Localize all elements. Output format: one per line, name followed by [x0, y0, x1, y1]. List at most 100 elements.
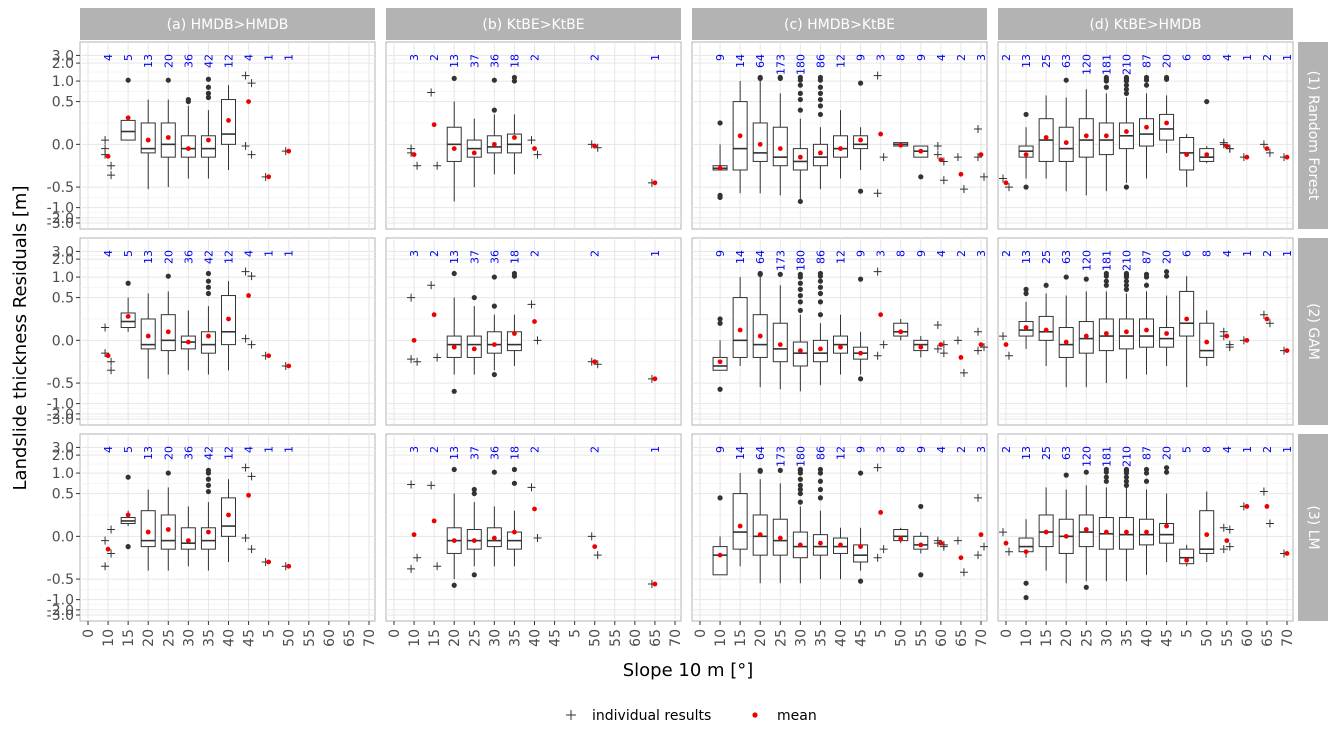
sample-count-label: 3 [875, 54, 888, 61]
sample-count-label: 4 [243, 54, 256, 61]
x-tick-label: 55 [302, 629, 318, 647]
y-tick-label: -2.0 [47, 603, 74, 619]
sample-count-label: 1 [263, 446, 276, 453]
individual-result-marker [407, 480, 416, 489]
y-tick-label: 3.0 [52, 48, 74, 64]
x-tick-label: 65 [1260, 629, 1276, 647]
outlier-point [817, 270, 824, 277]
mean-marker [206, 333, 211, 339]
mean-marker [878, 131, 884, 137]
outlier-point [1043, 282, 1049, 288]
x-tick-label: 50 [1200, 629, 1216, 647]
sample-count-label: 37 [468, 446, 481, 460]
column-strip-label: (a) HMDB>HMDB [167, 17, 289, 33]
mean-marker [145, 137, 151, 143]
mean-marker [838, 344, 843, 350]
individual-result-marker [427, 281, 436, 290]
outlier-point [205, 94, 212, 101]
column-strip [692, 8, 987, 40]
sample-count-label: 3 [975, 250, 988, 257]
legend-mean-label: mean [777, 708, 817, 724]
mean-marker [226, 118, 231, 123]
sample-count-label: 2 [589, 250, 602, 257]
sample-count-label: 4 [1221, 446, 1234, 453]
outlier-point [205, 284, 212, 290]
individual-result-marker [1265, 519, 1274, 528]
sample-count-label: 1 [1281, 446, 1294, 453]
box-iqr [200, 135, 216, 158]
facet-panel [79, 237, 376, 426]
sample-count-label: 1 [649, 446, 662, 453]
mean-marker [1103, 331, 1109, 336]
sample-count-label: 12 [223, 446, 236, 460]
sample-count-label: 8 [1201, 446, 1214, 453]
sample-count-label: 86 [814, 446, 827, 460]
mean-marker [1043, 529, 1049, 535]
mean-marker [1023, 549, 1029, 555]
individual-result-marker [1225, 525, 1234, 534]
mean-marker [757, 532, 763, 538]
outlier-point [857, 470, 864, 476]
facet-panel [385, 433, 682, 622]
individual-result-marker [107, 171, 116, 180]
outlier-point [1123, 82, 1130, 88]
sample-count-label: 210 [1120, 446, 1133, 467]
outlier-point [797, 107, 803, 113]
sample-count-label: 5 [122, 250, 135, 257]
outlier-point [1123, 478, 1130, 484]
row-strip [1298, 434, 1328, 621]
x-tick-label: 0 [999, 629, 1015, 638]
outlier-point [1123, 278, 1130, 284]
x-tick-label: 40 [222, 629, 238, 647]
individual-result-marker [1265, 148, 1274, 157]
individual-result-marker [413, 553, 422, 562]
column-strip-label: (b) KtBE>KtBE [482, 17, 584, 33]
x-tick-label: 45 [548, 629, 564, 647]
individual-result-marker [107, 161, 116, 170]
sample-count-label: 2 [529, 54, 542, 61]
sample-count-label: 9 [714, 446, 727, 453]
outlier-point [451, 388, 457, 394]
sample-count-label: 4 [1221, 250, 1234, 257]
row-strip [1298, 42, 1328, 229]
mean-marker [246, 99, 251, 104]
mean-marker [491, 535, 497, 541]
outlier-point [817, 466, 824, 473]
sample-count-label: 13 [448, 54, 461, 68]
mean-marker [1164, 523, 1169, 529]
mean-marker [1063, 533, 1069, 539]
individual-result-marker [933, 320, 942, 329]
x-tick-label: 60 [934, 629, 950, 647]
sample-count-label: 3 [408, 446, 421, 453]
mean-marker [1083, 133, 1089, 139]
sample-count-label: 9 [855, 446, 868, 453]
individual-result-marker [247, 150, 256, 159]
mean-marker [491, 141, 497, 147]
sample-count-label: 9 [714, 54, 727, 61]
individual-result-marker [241, 71, 250, 80]
outlier-point [797, 299, 803, 305]
x-tick-label: 30 [181, 629, 197, 647]
mean-marker [1164, 120, 1169, 126]
sample-count-label: 64 [754, 446, 767, 460]
mean-marker [1063, 140, 1069, 146]
box-iqr [1139, 318, 1154, 348]
column-strip [998, 8, 1293, 40]
outlier-point [777, 74, 783, 81]
outlier-point [797, 271, 803, 277]
individual-result-marker [974, 327, 982, 336]
mean-marker [838, 542, 843, 548]
outlier-point [797, 286, 803, 292]
outlier-point [717, 495, 723, 501]
y-tick-label: -3.0 [47, 412, 74, 428]
sample-count-label: 181 [1100, 250, 1113, 271]
legend-individual-icon [566, 710, 576, 720]
x-tick-label: 20 [1059, 629, 1075, 647]
box-iqr [1159, 523, 1175, 544]
mean-marker [652, 180, 658, 186]
individual-result-marker [974, 493, 982, 502]
outlier-point [1143, 82, 1150, 88]
mean-marker [1204, 339, 1210, 345]
individual-result-marker [527, 300, 536, 309]
outlier-point [205, 278, 212, 284]
